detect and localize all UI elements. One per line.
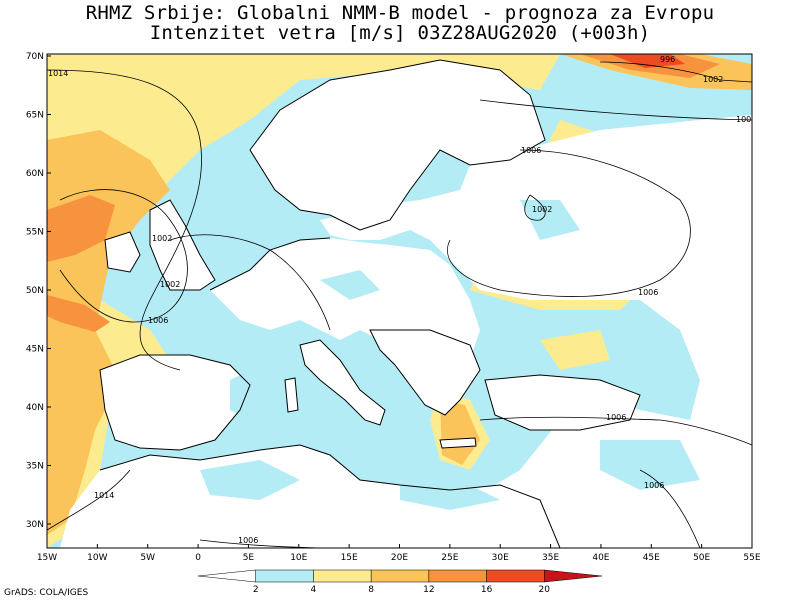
longitude-label: 55E (743, 553, 760, 563)
land-corsica-sardinia (285, 378, 298, 412)
land-italy (300, 340, 385, 425)
isobar-line (447, 149, 691, 297)
isobars (47, 61, 752, 548)
isobar-label: 1014 (48, 69, 68, 78)
isobar-label: 1014 (94, 491, 114, 500)
longitude-label: 5E (243, 553, 255, 563)
title-line-1: RHMZ Srbije: Globalni NMM-B model - prog… (85, 2, 715, 24)
latitude-labels: 70N 65N 60N 55N 50N 45N 40N 35N 30N (26, 52, 44, 530)
longitude-label: 10E (290, 553, 307, 563)
isobar-line (479, 99, 752, 121)
legend-swatch (428, 569, 487, 583)
isobar-line (169, 234, 331, 331)
latitude-label: 60N (26, 169, 44, 179)
longitude-label: 25E (441, 553, 458, 563)
isobar-line (479, 416, 752, 446)
isobar-label: 1002 (736, 115, 756, 124)
longitude-label: 5W (140, 553, 155, 563)
title-line-2: Intenzitet vetra [m/s] 03Z28AUG2020 (+00… (149, 22, 651, 44)
legend-tick-label: 16 (481, 585, 493, 595)
longitude-label: 20E (391, 553, 408, 563)
isobar-label: 1006 (606, 413, 626, 422)
color-legend: 2 4 8 12 16 20 (197, 569, 603, 595)
latitude-label: 55N (26, 228, 44, 238)
longitude-label: 0 (195, 553, 201, 563)
land-masses (60, 60, 752, 548)
land-balkans (370, 330, 480, 415)
land-ireland (105, 232, 140, 272)
isobar-line (639, 469, 701, 548)
longitude-label: 15W (37, 553, 57, 563)
longitude-label: 35E (542, 553, 559, 563)
legend-tick-label: 2 (253, 585, 259, 595)
longitude-label: 30E (492, 553, 509, 563)
isobar-label: 1006 (148, 316, 168, 325)
latitude-label: 30N (26, 520, 44, 530)
isobar-line (47, 469, 131, 531)
isobar-line (59, 189, 188, 323)
legend-swatch (486, 569, 545, 583)
legend-swatch (370, 569, 430, 583)
grads-credit: GrADS: COLA/IGES (4, 588, 89, 598)
land-anatolia (485, 375, 640, 430)
isobar-line (599, 61, 752, 83)
land-crete (440, 438, 476, 448)
isobar-label: 1006 (238, 536, 258, 545)
isobar-label: 1006 (644, 481, 664, 490)
latitude-label: 40N (26, 403, 44, 413)
isobar-label: 1002 (532, 205, 552, 214)
latitude-label: 35N (26, 462, 44, 472)
isobar-label: 996 (660, 55, 675, 64)
isobar-label: 1002 (152, 234, 172, 243)
isobar-label: 1002 (703, 75, 723, 84)
land-iberia (100, 355, 250, 450)
longitude-label: 50E (693, 553, 710, 563)
isobar-line (47, 69, 202, 371)
wind-band-2-4-patches (200, 200, 700, 510)
longitude-label: 15E (341, 553, 358, 563)
land-north-africa (60, 445, 560, 548)
longitude-labels: 15W 10W 5W 0 5E 10E 15E 20E 25E 30E 35E 40E 45E 50E 55… (37, 553, 761, 563)
legend-swatch (313, 569, 372, 583)
isobar-labels: 996 1002 1002 1002 1002 1002 1006 1006 1… (48, 55, 756, 545)
legend-tick-label: 20 (539, 585, 551, 595)
land-britain (150, 200, 215, 290)
legend-swatch (197, 569, 256, 583)
longitude-label: 45E (643, 553, 660, 563)
legend-tick-label: 12 (423, 585, 434, 595)
longitude-label: 40E (592, 553, 609, 563)
latitude-label: 50N (26, 286, 44, 296)
latitude-label: 45N (26, 345, 44, 355)
axis-ticks (46, 55, 753, 548)
land-northeast (320, 115, 752, 548)
map-area: 996 1002 1002 1002 1002 1002 1006 1006 1… (47, 54, 756, 548)
isobar-label: 1006 (521, 146, 541, 155)
coastlines (99, 59, 641, 548)
isobar-label: 1002 (160, 280, 180, 289)
latitude-label: 65N (26, 111, 44, 121)
legend-tick-label: 8 (368, 585, 374, 595)
latitude-label: 70N (26, 52, 44, 62)
legend-tick-label: 4 (311, 585, 317, 595)
isobar-line (524, 194, 546, 221)
legend-swatch (255, 569, 314, 583)
isobar-label: 1006 (638, 288, 658, 297)
legend-swatch (544, 569, 603, 583)
wind-band-16-20 (610, 54, 685, 68)
longitude-label: 10W (87, 553, 107, 563)
land-scandinavia (250, 60, 545, 230)
